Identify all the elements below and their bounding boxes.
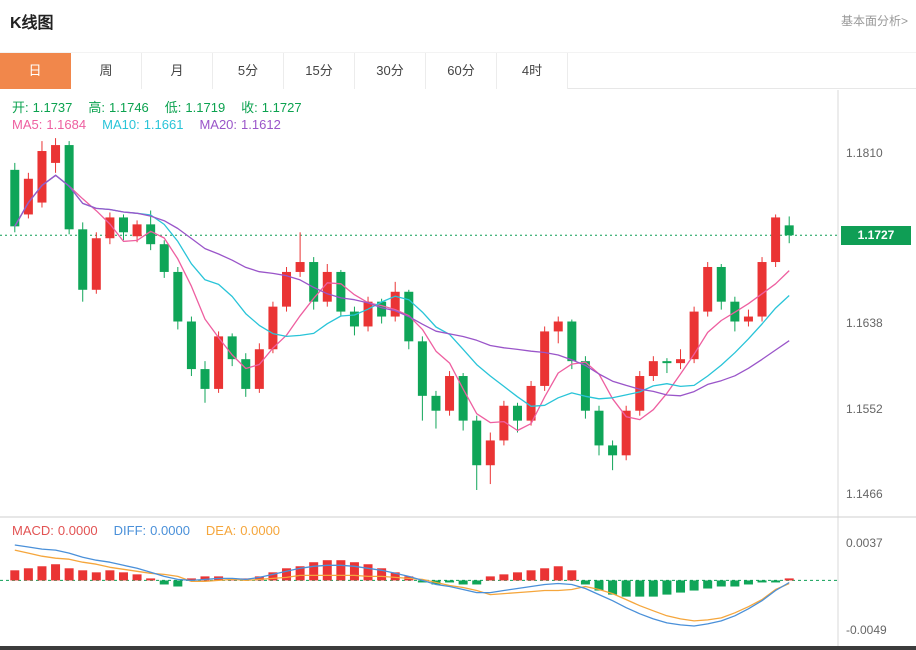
axis-label: 1.1810 — [846, 146, 883, 160]
page-header: K线图 基本面分析> — [0, 0, 916, 46]
legend-item: DEA: 0.0000 — [205, 523, 281, 538]
tab-月[interactable]: 月 — [142, 53, 213, 89]
legend-item: MA20: 1.1612 — [199, 117, 281, 132]
legend-item: 收: 1.1727 — [241, 100, 302, 115]
timeframe-tabs: 日周月 5分 15分 30分 60分 4时 — [0, 52, 916, 89]
axis-label: 1.1552 — [846, 401, 883, 416]
tab-5分[interactable]: 5分 — [213, 53, 284, 89]
macd-legend: MACD: 0.0000 DIFF: 0.0000 DEA: 0.0000 — [12, 523, 296, 538]
legend-item: MA5: 1.1684 — [12, 117, 87, 132]
legend-item: MA10: 1.1661 — [102, 117, 184, 132]
legend-item: MACD: 0.0000 — [12, 523, 98, 538]
tab-60分[interactable]: 60分 — [426, 53, 497, 89]
current-price-tag: 1.1727 — [841, 225, 911, 245]
axis-label: -0.0049 — [846, 622, 887, 637]
tab-周[interactable]: 周 — [71, 53, 142, 89]
ma-legend: MA5: 1.1684 MA10: 1.1661 MA20: 1.1612 — [12, 117, 297, 132]
legend-item: DIFF: 0.0000 — [113, 523, 190, 538]
tab-日[interactable]: 日 — [0, 53, 71, 89]
tab-4时[interactable]: 4时 — [497, 53, 568, 89]
axis-label: 1.1466 — [846, 486, 883, 501]
legend-item: 开: 1.1737 — [12, 100, 73, 115]
tab-15分[interactable]: 15分 — [284, 53, 355, 89]
fundamental-analysis-link[interactable]: 基本面分析> — [840, 14, 908, 28]
ohlc-legend: 开: 1.1737 高: 1.1746 低: 1.1719 收: 1.1727 — [12, 97, 318, 116]
bottom-divider — [0, 646, 916, 650]
page-title: K线图 — [10, 15, 54, 32]
legend-item: 高: 1.1746 — [88, 100, 149, 115]
legend-item: 低: 1.1719 — [164, 100, 226, 115]
tab-30分[interactable]: 30分 — [355, 53, 426, 89]
axis-label: 1.1638 — [846, 316, 883, 331]
axis-label: 0.0037 — [846, 536, 883, 550]
